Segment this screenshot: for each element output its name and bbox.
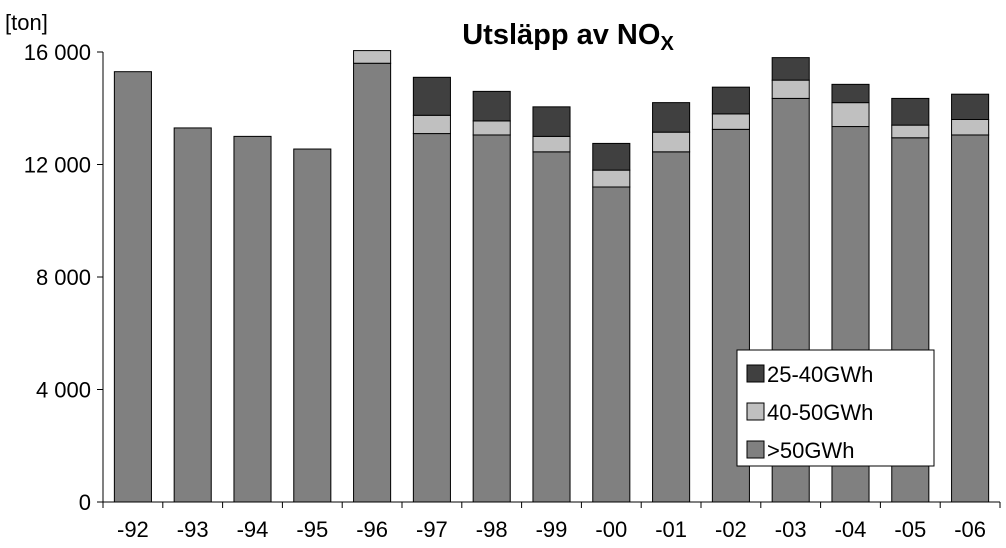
bar-segment-2540gwh	[771, 57, 810, 81]
bar-segment-4050gwh	[891, 124, 930, 139]
bar-segment-2540gwh	[831, 83, 870, 104]
bar-segment-2540gwh	[412, 76, 451, 116]
x-tick-label: -98	[476, 517, 508, 542]
y-axis-unit-label: [ton]	[5, 10, 48, 35]
bar-segment-2540gwh	[532, 106, 571, 137]
bar-segment-4050gwh	[532, 135, 571, 153]
x-tick-label: -00	[595, 517, 627, 542]
bar-segment-50gwh	[652, 151, 691, 503]
bar-segment-2540gwh	[472, 90, 511, 122]
x-tick-label: -94	[237, 517, 269, 542]
bar-segment-50gwh	[592, 186, 631, 503]
legend-swatch	[746, 440, 765, 459]
chart-title: Utsläpp av NOX	[462, 19, 674, 55]
bar-segment-50gwh	[173, 127, 212, 503]
x-tick-label: -02	[715, 517, 747, 542]
x-tick-label: -93	[177, 517, 209, 542]
bar-segment-4050gwh	[771, 79, 810, 99]
bar-segment-50gwh	[951, 134, 990, 503]
y-tick-label: 8 000	[36, 265, 91, 290]
legend-label: >50GWh	[767, 438, 854, 463]
bar-segment-2540gwh	[592, 142, 631, 171]
legend-swatch	[746, 402, 765, 421]
bar-segment-50gwh	[293, 148, 332, 503]
legend-box	[736, 349, 935, 467]
x-tick-label: -04	[835, 517, 867, 542]
bar-segment-2540gwh	[951, 93, 990, 120]
bar-segment-4050gwh	[831, 102, 870, 128]
y-tick-label: 12 000	[24, 153, 91, 178]
x-tick-label: -96	[356, 517, 388, 542]
bar-segment-50gwh	[412, 133, 451, 503]
y-tick-label: 16 000	[24, 40, 91, 65]
y-axis-ticks: 0 4 000 8 000 12 000 16 000	[24, 40, 103, 515]
bar-segment-50gwh	[233, 135, 272, 503]
bar-segment-4050gwh	[592, 169, 631, 188]
legend-swatch	[746, 364, 765, 383]
bar-segment-50gwh	[353, 62, 392, 503]
bar-segment-4050gwh	[652, 131, 691, 153]
chart-title-main: Utsläpp av NO	[462, 19, 660, 51]
legend-label: 25-40GWh	[767, 362, 873, 387]
bar-segment-4050gwh	[711, 113, 750, 130]
x-tick-label: -97	[416, 517, 448, 542]
bar-segment-4050gwh	[353, 50, 392, 64]
bar-segment-4050gwh	[951, 119, 990, 136]
x-tick-label: -03	[775, 517, 807, 542]
x-tick-label: -95	[296, 517, 328, 542]
bar-segment-50gwh	[113, 71, 152, 503]
bar-segment-50gwh	[532, 151, 571, 503]
bar-segment-2540gwh	[652, 102, 691, 133]
bar-segment-4050gwh	[472, 120, 511, 136]
svg-text:Utsläpp av NOX: Utsläpp av NOX	[462, 19, 674, 55]
x-tick-label: -05	[894, 517, 926, 542]
x-tick-label: -99	[536, 517, 568, 542]
y-tick-label: 0	[79, 490, 91, 515]
legend: 25-40GWh 40-50GWh >50GWh	[736, 349, 935, 467]
y-tick-label: 4 000	[36, 378, 91, 403]
legend-label: 40-50GWh	[767, 400, 873, 425]
x-tick-label: -01	[655, 517, 687, 542]
x-tick-label: -06	[954, 517, 986, 542]
x-tick-label: -92	[117, 517, 149, 542]
bar-segment-2540gwh	[891, 97, 930, 126]
bar-segment-2540gwh	[711, 86, 750, 115]
bar-segment-50gwh	[472, 134, 511, 503]
x-axis-ticks: -92 -93 -94 -95 -96 -97 -98 -99 -00 -01 -02 -03 -04 -…	[102, 502, 1001, 542]
chart-title-subscript: X	[660, 33, 674, 55]
bar-segment-4050gwh	[412, 114, 451, 135]
